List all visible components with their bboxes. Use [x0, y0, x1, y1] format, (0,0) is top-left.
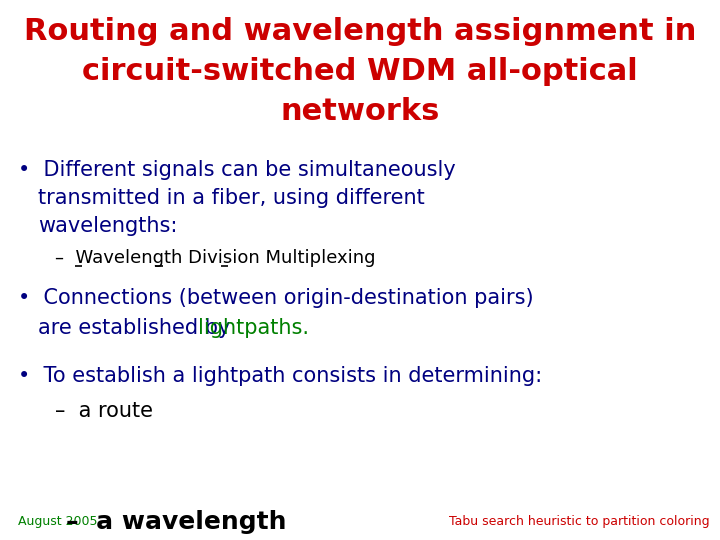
Text: wavelengths:: wavelengths: [38, 216, 177, 236]
Text: •  To establish a lightpath consists in determining:: • To establish a lightpath consists in d… [18, 366, 542, 386]
Text: circuit-switched WDM all-optical: circuit-switched WDM all-optical [82, 57, 638, 86]
Text: –  a wavelength: – a wavelength [66, 510, 287, 534]
Text: lightpaths.: lightpaths. [197, 318, 309, 338]
Text: August 2005: August 2005 [18, 516, 97, 529]
Text: –  a route: – a route [55, 401, 153, 421]
Text: –  Wavelength Division Multiplexing: – Wavelength Division Multiplexing [55, 249, 376, 267]
Text: are established by: are established by [38, 318, 237, 338]
Text: Tabu search heuristic to partition coloring: Tabu search heuristic to partition color… [449, 516, 710, 529]
Text: Routing and wavelength assignment in: Routing and wavelength assignment in [24, 17, 696, 46]
Text: networks: networks [280, 98, 440, 126]
Text: •  Connections (between origin-destination pairs): • Connections (between origin-destinatio… [18, 288, 534, 308]
Text: transmitted in a fiber, using different: transmitted in a fiber, using different [38, 188, 425, 208]
Text: •  Different signals can be simultaneously: • Different signals can be simultaneousl… [18, 160, 456, 180]
